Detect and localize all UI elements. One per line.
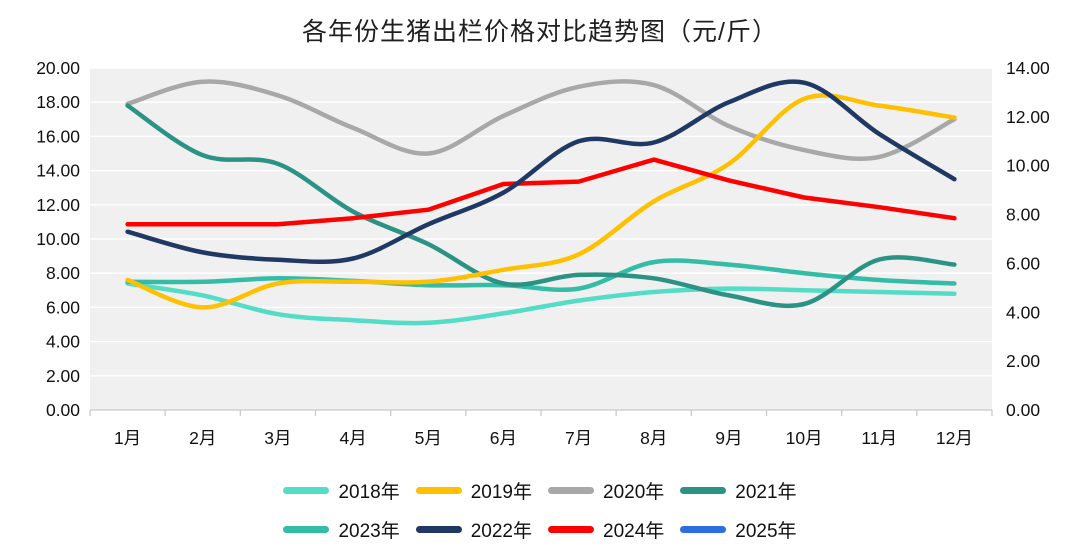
x-axis-label: 7月 bbox=[565, 428, 592, 448]
legend-item-2018: 2018年 bbox=[283, 477, 400, 504]
right-axis-tick-label: 4.00 bbox=[1006, 302, 1040, 322]
legend-swatch-2020 bbox=[548, 487, 594, 494]
left-axis-tick-label: 0.00 bbox=[46, 400, 80, 420]
legend-row-2: 2023年 2022年 2024年 2025年 bbox=[0, 516, 1080, 543]
right-axis-tick-label: 12.00 bbox=[1006, 107, 1050, 127]
series-line-2018 bbox=[125, 281, 957, 326]
legend-label-2022: 2022年 bbox=[470, 521, 532, 542]
left-axis-tick-label: 20.00 bbox=[36, 58, 80, 78]
legend-label-2021: 2021年 bbox=[735, 482, 797, 503]
legend-label-2023: 2023年 bbox=[338, 521, 400, 542]
legend-swatch-2021 bbox=[680, 487, 727, 494]
legend-swatch-2019 bbox=[415, 487, 462, 494]
series-line-2021 bbox=[125, 103, 957, 309]
right-axis-tick-label: 6.00 bbox=[1006, 253, 1040, 273]
left-axis-tick-label: 12.00 bbox=[36, 195, 80, 215]
series-line-2022 bbox=[125, 79, 957, 265]
x-axis-label: 10月 bbox=[786, 428, 823, 448]
left-axis-tick-label: 8.00 bbox=[46, 263, 80, 283]
legend-item-2025: 2025年 bbox=[680, 516, 797, 543]
legend-swatch-2022 bbox=[415, 526, 462, 533]
x-axis-label: 4月 bbox=[339, 428, 366, 448]
legend-swatch-2023 bbox=[283, 526, 330, 533]
right-axis-tick-label: 2.00 bbox=[1006, 351, 1040, 371]
x-axis-label: 9月 bbox=[715, 428, 742, 448]
legend-item-2020: 2020年 bbox=[548, 477, 664, 504]
legend-item-2024: 2024年 bbox=[548, 516, 664, 543]
left-axis-tick-label: 4.00 bbox=[46, 332, 80, 352]
legend-label-2019: 2019年 bbox=[470, 482, 532, 503]
legend-row-1: 2018年 2019年 2020年 2021年 bbox=[0, 477, 1080, 504]
legend-swatch-2018 bbox=[283, 487, 330, 494]
right-axis-tick-label: 14.00 bbox=[1006, 58, 1050, 78]
series-line-2020 bbox=[125, 79, 957, 161]
left-axis-tick-label: 2.00 bbox=[46, 366, 80, 386]
x-axis-label: 5月 bbox=[415, 428, 442, 448]
right-axis-tick-label: 0.00 bbox=[1006, 400, 1040, 420]
legend-item-2019: 2019年 bbox=[415, 477, 532, 504]
left-axis-tick-label: 10.00 bbox=[36, 229, 80, 249]
right-axis-tick-label: 10.00 bbox=[1006, 156, 1050, 176]
legend-swatch-2024 bbox=[548, 526, 594, 533]
chart-title: 各年份生猪出栏价格对比趋势图（元/斤） bbox=[302, 18, 778, 46]
series-line-2019 bbox=[125, 93, 957, 310]
legend-swatch-2025 bbox=[680, 526, 727, 533]
legend-label-2024: 2024年 bbox=[603, 521, 665, 542]
right-axis-tick-label: 8.00 bbox=[1006, 205, 1040, 225]
x-axis-label: 8月 bbox=[640, 428, 667, 448]
x-axis-label: 12月 bbox=[936, 428, 973, 448]
x-axis-label: 11月 bbox=[861, 428, 897, 448]
series-line-2024 bbox=[125, 157, 957, 227]
left-axis-tick-label: 14.00 bbox=[36, 161, 80, 181]
left-axis-tick-label: 16.00 bbox=[36, 126, 80, 146]
series-line-2023 bbox=[125, 258, 957, 293]
legend-item-2022: 2022年 bbox=[415, 516, 532, 543]
left-axis-tick-label: 18.00 bbox=[36, 92, 80, 112]
x-axis-label: 6月 bbox=[490, 428, 517, 448]
legend-label-2025: 2025年 bbox=[735, 521, 797, 542]
legend-item-2023: 2023年 bbox=[283, 516, 400, 543]
x-axis-label: 1月 bbox=[114, 428, 141, 448]
left-axis-tick-label: 6.00 bbox=[46, 297, 80, 317]
x-axis-label: 3月 bbox=[264, 428, 291, 448]
x-axis-label: 2月 bbox=[189, 428, 216, 448]
legend-label-2018: 2018年 bbox=[338, 482, 400, 503]
legend-label-2020: 2020年 bbox=[603, 482, 665, 503]
legend-item-2021: 2021年 bbox=[680, 477, 797, 504]
